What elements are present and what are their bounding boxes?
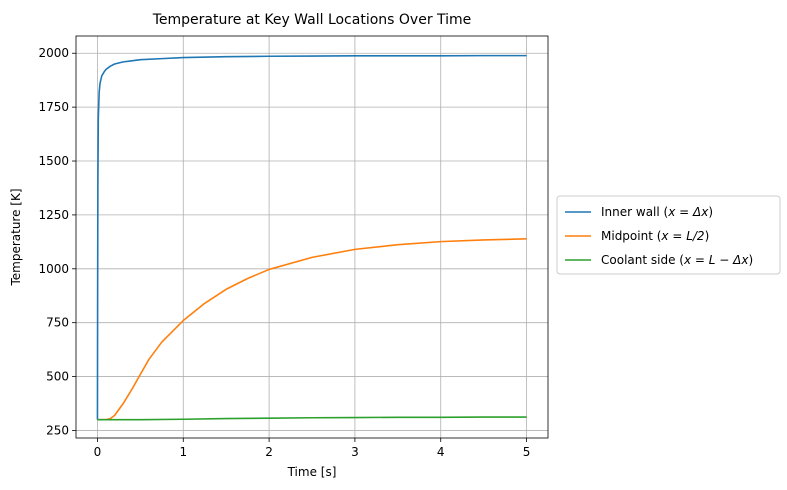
legend: Inner wall (x = Δx) Midpoint (x = L/2) Coo… bbox=[556, 195, 781, 275]
x-tick-label: 2 bbox=[265, 445, 273, 459]
legend-box bbox=[556, 195, 781, 275]
y-tick-label: 2000 bbox=[38, 46, 69, 60]
y-axis-label: Temperature [K] bbox=[9, 188, 23, 286]
y-tick-label: 1250 bbox=[38, 208, 69, 222]
y-axis-ticks: 250 500 750 1000 1250 1500 1750 2000 bbox=[38, 46, 76, 437]
plot-frame bbox=[75, 35, 549, 439]
legend-label-0: Inner wall (x = Δx) bbox=[601, 205, 713, 219]
y-tick-label: 250 bbox=[46, 423, 69, 437]
series-line-1 bbox=[97, 238, 527, 421]
y-tick-label: 1500 bbox=[38, 154, 69, 168]
legend-label-1: Midpoint (x = L/2) bbox=[601, 229, 709, 243]
x-axis-ticks: 0 1 2 3 4 5 bbox=[94, 438, 531, 459]
x-tick-label: 5 bbox=[523, 445, 531, 459]
y-tick-label: 1000 bbox=[38, 262, 69, 276]
series-line-2 bbox=[97, 416, 527, 421]
series-line-0 bbox=[96, 54, 527, 420]
x-tick-label: 3 bbox=[351, 445, 359, 459]
y-tick-label: 1750 bbox=[38, 100, 69, 114]
y-tick-label: 750 bbox=[46, 316, 69, 330]
x-axis-label: Time [s] bbox=[287, 465, 337, 479]
chart-title: Temperature at Key Wall Locations Over T… bbox=[152, 12, 472, 28]
x-tick-label: 1 bbox=[179, 445, 187, 459]
y-tick-label: 500 bbox=[46, 370, 69, 384]
plot-lines bbox=[96, 54, 527, 421]
x-tick-label: 4 bbox=[437, 445, 445, 459]
x-tick-label: 0 bbox=[94, 445, 102, 459]
legend-label-2: Coolant side (x = L − Δx) bbox=[601, 253, 753, 267]
grid bbox=[76, 36, 548, 438]
